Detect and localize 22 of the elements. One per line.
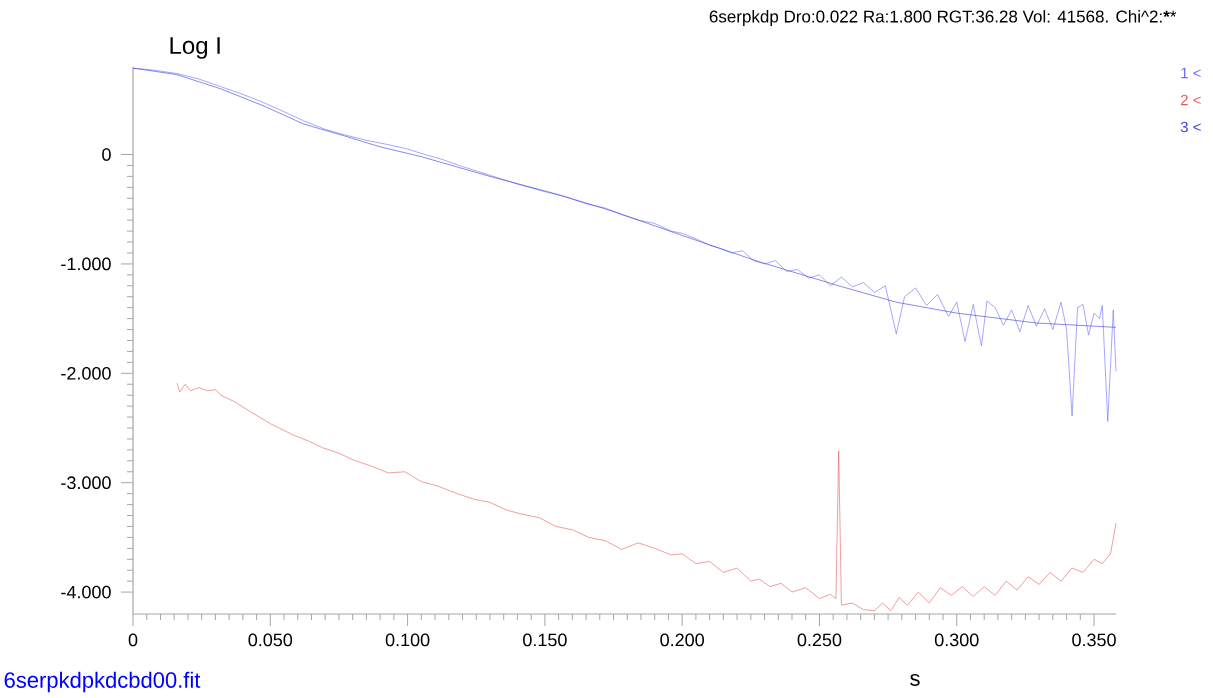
y-tick-label: -1.000: [61, 257, 111, 271]
x-tick-label: 0.300: [934, 633, 979, 647]
x-tick-label: 0.200: [660, 633, 704, 647]
text: 2 <: [1180, 94, 1201, 106]
line-series: [176, 382, 1117, 611]
line-series: [132, 67, 1117, 328]
x-axis-title: s: [910, 673, 920, 686]
text: 6serpkdpkdcbd00.fit: [4, 671, 201, 693]
x-tick-label: 0.150: [523, 633, 567, 647]
text: 3 <: [1180, 121, 1201, 133]
y-tick-label: -4.000: [61, 585, 111, 599]
x-tick-label: 0.100: [385, 633, 430, 647]
x-tick-label: 0.250: [797, 633, 842, 647]
x-tick-label: 0.050: [248, 633, 293, 647]
x-tick-label: 0: [128, 633, 138, 647]
y-tick-label: -2.000: [61, 366, 111, 380]
y-axis-title: Log I: [170, 37, 220, 59]
y-tick-label: 0: [102, 148, 111, 161]
x-tick-label: 0.350: [1072, 633, 1116, 647]
text: 1 <: [1181, 67, 1201, 79]
chart-title: 6serpkdp Dro:0.022 Ra:1.800 RGT:36.28 Vol: 41568. Chi^2:**: [709, 10, 1177, 26]
y-tick-label: -3.000: [61, 476, 111, 490]
